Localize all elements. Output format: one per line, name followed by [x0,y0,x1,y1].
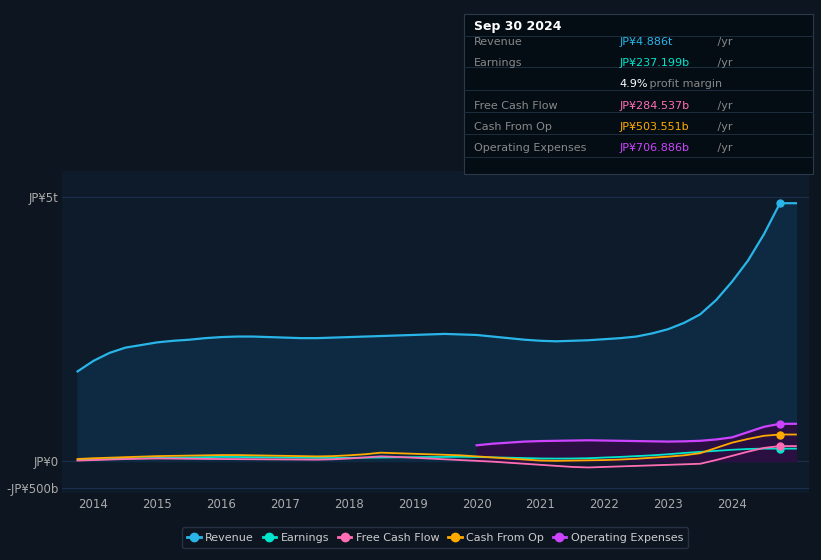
Text: JP¥4.886t: JP¥4.886t [620,37,673,47]
Point [773,419,787,428]
Point [773,442,787,451]
Text: Cash From Op: Cash From Op [474,122,552,132]
Point [773,199,787,208]
Text: Revenue: Revenue [474,37,522,47]
Text: JP¥284.537b: JP¥284.537b [620,101,690,111]
Text: /yr: /yr [714,58,733,68]
Text: /yr: /yr [714,101,733,111]
Text: Operating Expenses: Operating Expenses [474,143,586,153]
Text: JP¥503.551b: JP¥503.551b [620,122,690,132]
Text: JP¥706.886b: JP¥706.886b [620,143,690,153]
Point [773,444,787,453]
Text: Sep 30 2024: Sep 30 2024 [474,20,562,32]
Point [773,430,787,439]
Text: /yr: /yr [714,122,733,132]
Text: Earnings: Earnings [474,58,522,68]
Text: JP¥237.199b: JP¥237.199b [620,58,690,68]
Text: /yr: /yr [714,37,733,47]
Text: /yr: /yr [714,143,733,153]
Text: Free Cash Flow: Free Cash Flow [474,101,557,111]
Text: 4.9%: 4.9% [620,80,649,90]
Legend: Revenue, Earnings, Free Cash Flow, Cash From Op, Operating Expenses: Revenue, Earnings, Free Cash Flow, Cash … [181,528,689,548]
Text: profit margin: profit margin [646,80,722,90]
